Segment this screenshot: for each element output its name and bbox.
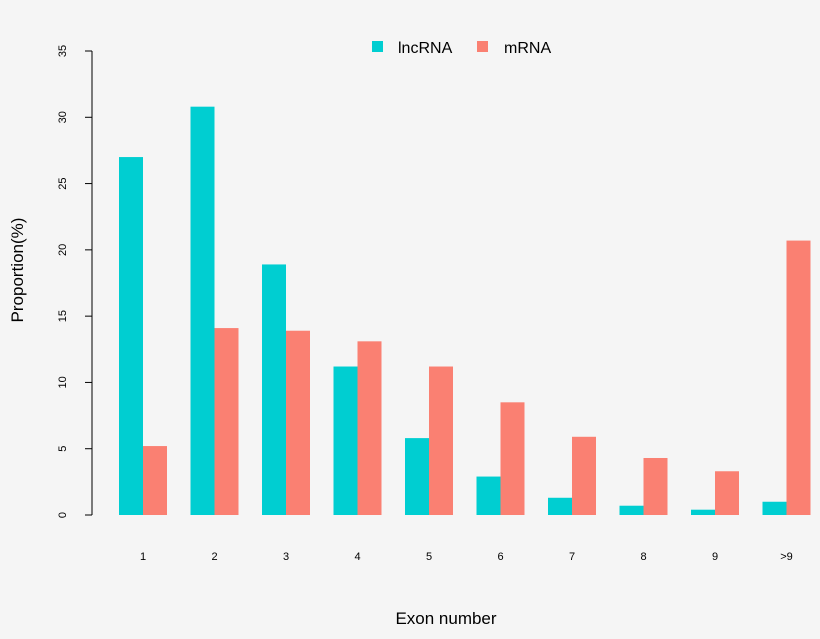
bar-lncrna-1 <box>119 157 143 516</box>
y-tick-label: 0 <box>57 512 69 518</box>
bar-lncrna-9 <box>691 509 715 515</box>
bar-mrna-7 <box>572 436 596 515</box>
legend-swatch-mrna <box>477 41 488 52</box>
legend-swatch-lncrna <box>372 41 383 52</box>
bar-mrna-6 <box>500 402 525 515</box>
bars-group <box>119 106 811 516</box>
x-tick-labels: 1 2 3 4 5 6 7 8 9 >9 <box>140 551 793 563</box>
x-tick-label: 5 <box>426 551 432 563</box>
x-tick-label: 2 <box>211 551 217 563</box>
y-tick-label: 20 <box>57 244 69 256</box>
bar-mrna-10 <box>786 240 811 515</box>
x-tick-label: 1 <box>140 551 146 563</box>
x-axis-title: Exon number <box>395 609 496 628</box>
bar-mrna-3 <box>286 330 310 515</box>
y-tick-label: 35 <box>57 45 69 57</box>
x-tick-label: 7 <box>569 551 575 563</box>
legend: lncRNA mRNA <box>372 40 551 57</box>
x-tick-label: >9 <box>780 551 793 563</box>
y-tick-label: 30 <box>57 111 69 123</box>
legend-label-mrna: mRNA <box>504 40 551 57</box>
x-tick-label: 6 <box>497 551 503 563</box>
y-tick-label: 5 <box>57 446 69 452</box>
bar-lncrna-3 <box>262 264 286 515</box>
y-axis: 0 5 10 15 20 25 30 35 <box>57 45 93 518</box>
bar-mrna-2 <box>214 328 239 515</box>
bar-lncrna-7 <box>548 497 572 515</box>
bar-mrna-9 <box>715 471 739 515</box>
bar-lncrna-10 <box>762 501 787 515</box>
bar-lncrna-8 <box>619 505 644 515</box>
x-tick-label: 4 <box>354 551 360 563</box>
bar-mrna-8 <box>643 457 668 515</box>
x-tick-label: 9 <box>712 551 718 563</box>
x-tick-label: 8 <box>640 551 646 563</box>
bar-mrna-5 <box>429 366 453 515</box>
bar-mrna-1 <box>143 446 167 515</box>
y-axis-title: Proportion(%) <box>8 218 27 323</box>
y-tick-label: 10 <box>57 376 69 388</box>
y-tick-label: 25 <box>57 177 69 189</box>
bar-lncrna-6 <box>476 476 501 515</box>
bar-lncrna-2 <box>190 106 215 516</box>
bar-mrna-4 <box>357 341 382 515</box>
y-tick-label: 15 <box>57 310 69 322</box>
x-tick-label: 3 <box>283 551 289 563</box>
bar-lncrna-5 <box>405 438 429 515</box>
legend-label-lncrna: lncRNA <box>398 40 453 57</box>
bar-lncrna-4 <box>333 366 358 515</box>
